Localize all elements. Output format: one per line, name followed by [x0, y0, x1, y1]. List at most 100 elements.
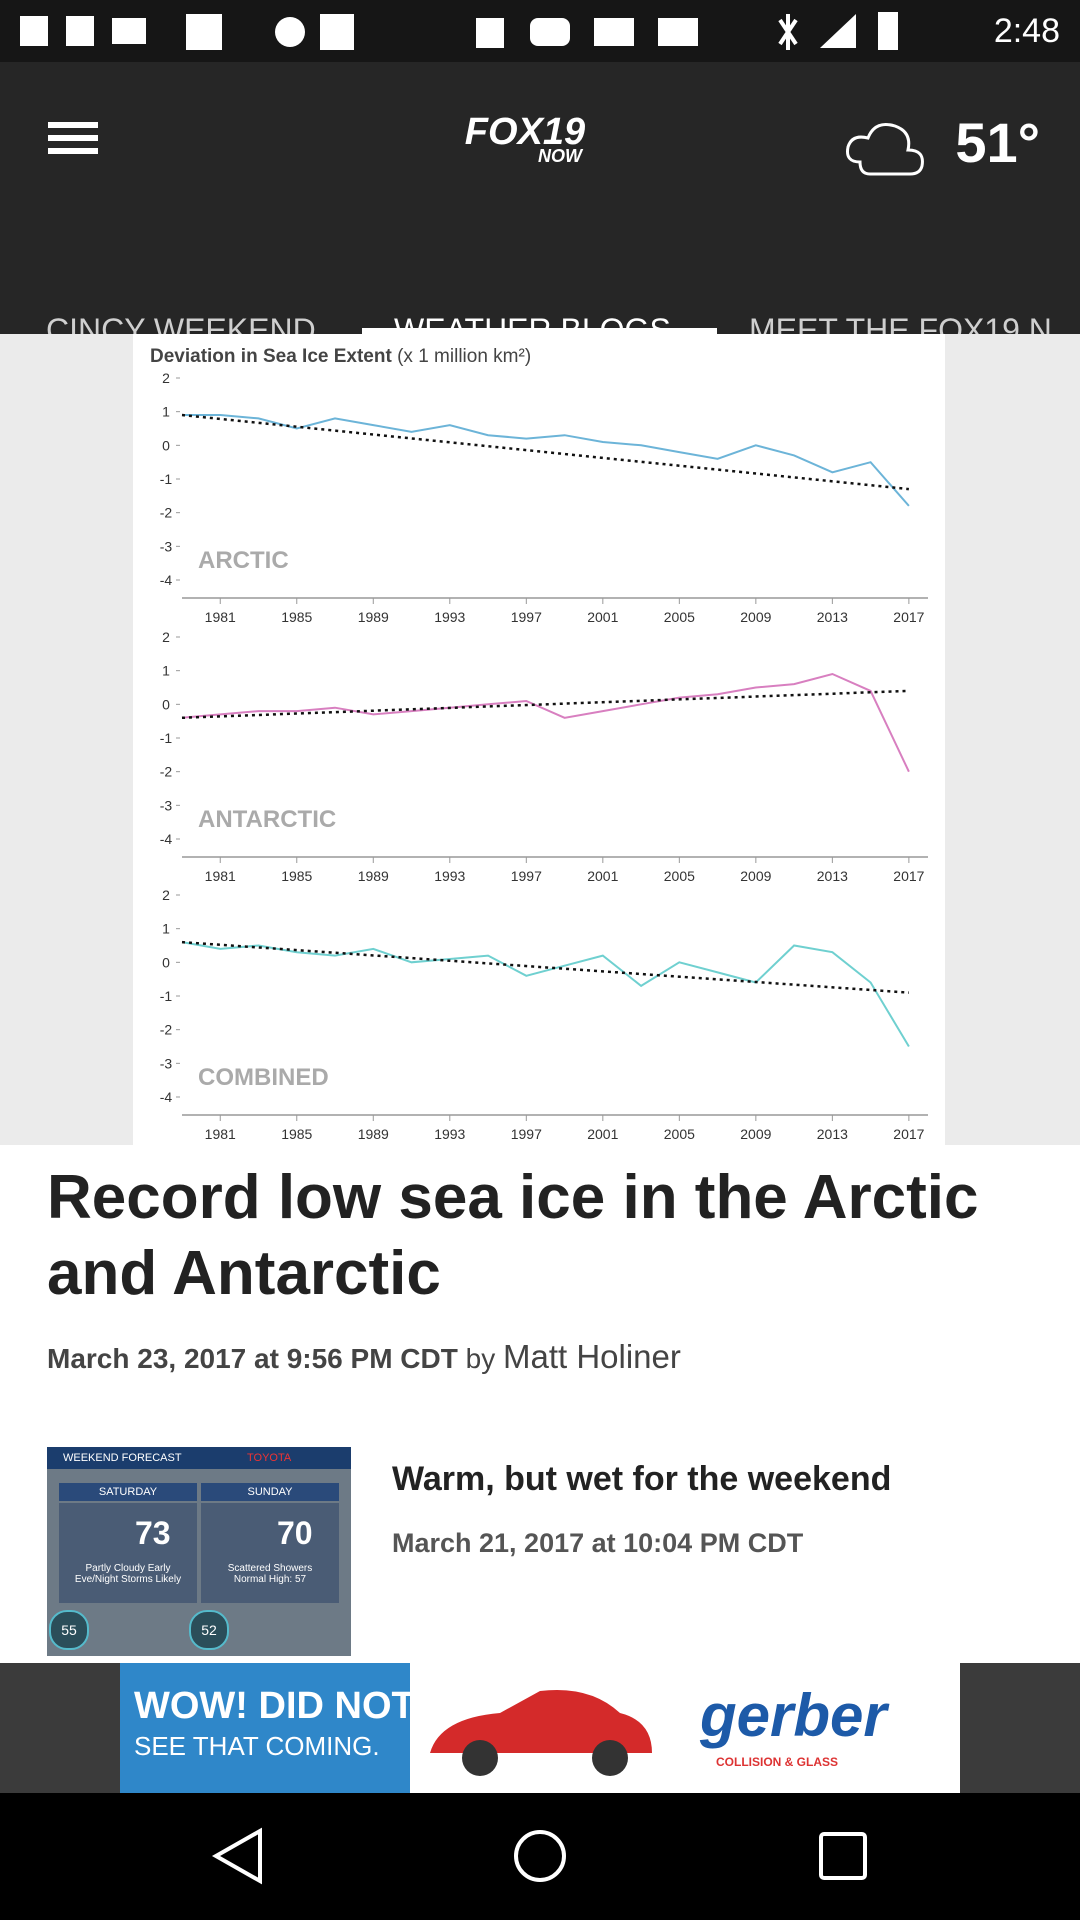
ad-headline: WOW! DID NOT [134, 1685, 415, 1727]
trend-line [181, 940, 909, 994]
x-tick-label: 2013 [817, 1126, 848, 1142]
car-image [430, 1689, 652, 1776]
x-tick-label: 1993 [434, 1126, 465, 1142]
weather-icon [846, 123, 924, 176]
thumb-panel [59, 1503, 197, 1603]
y-tick-label: 0 [162, 437, 170, 453]
recents-button[interactable] [819, 1832, 867, 1880]
thumb-desc-line: Eve/Night Storms Likely [74, 1574, 182, 1585]
battery-icon [878, 12, 898, 50]
x-tick-label: 2013 [817, 609, 848, 625]
x-tick-label: 2001 [587, 868, 618, 884]
ad-headline: SEE THAT COMING. [134, 1731, 380, 1761]
ad-panel [120, 1663, 410, 1793]
menu-bar [48, 148, 98, 154]
x-tick-label: 1985 [281, 609, 312, 625]
toolbar: FOX19 NOW 51° [48, 111, 1040, 176]
car-body [430, 1689, 652, 1753]
thumb-day: SATURDAY [59, 1483, 197, 1501]
chart-background [133, 334, 945, 1145]
navigation-bar [0, 1793, 1080, 1920]
thumb-desc: Scattered Showers Normal High: 57 [203, 1563, 337, 1585]
x-tick-label: 1997 [511, 1126, 542, 1142]
menu-bar [48, 122, 98, 128]
thumb-day: SUNDAY [201, 1483, 339, 1501]
y-tick-label: 1 [162, 663, 170, 679]
y-tick-label: 0 [162, 954, 170, 970]
back-button[interactable] [211, 1827, 262, 1885]
chart-unit: (x 1 million km²) [397, 346, 531, 367]
thumb-panel [201, 1503, 339, 1603]
thumb-low: 55 [49, 1610, 89, 1650]
y-tick-label: -3 [160, 797, 173, 813]
x-tick-label: 1989 [358, 868, 389, 884]
x-tick-label: 2009 [740, 868, 771, 884]
menu-button[interactable] [48, 122, 98, 154]
notification-icon [20, 16, 48, 46]
x-tick-label: 1997 [511, 609, 542, 625]
thumb-sponsor: TOYOTA [247, 1452, 292, 1464]
by: by [465, 1343, 496, 1374]
y-tick-label: -2 [160, 764, 173, 780]
x-tick-label: 2017 [893, 1126, 924, 1142]
x-tick-label: 2005 [664, 609, 695, 625]
related-date: March 21, 2017 at 10:04 PM CDT [392, 1528, 804, 1558]
x-tick-label: 2017 [893, 868, 924, 884]
x-tick-label: 1989 [358, 1126, 389, 1142]
home-button[interactable] [514, 1830, 566, 1882]
trend-line [181, 413, 909, 491]
y-tick-label: -4 [160, 1089, 173, 1105]
y-tick-label: -4 [160, 831, 173, 847]
car-wheel [462, 1740, 498, 1776]
thumb-heading: WEEKEND FORECAST [63, 1452, 182, 1464]
temperature: 51° [955, 111, 1040, 174]
y-tick-label: -3 [160, 1055, 173, 1071]
x-tick-label: 1981 [205, 609, 236, 625]
x-tick-label: 1981 [205, 868, 236, 884]
y-tick-label: 1 [162, 921, 170, 937]
x-tick-label: 1985 [281, 868, 312, 884]
related-title: Warm, but wet for the weekend [392, 1460, 892, 1498]
thumb-desc-line: Scattered Showers [227, 1563, 313, 1574]
article-image: Deviation in Sea Ice Extent (x 1 million… [0, 334, 1080, 1145]
thumb-temp: 70 [277, 1515, 313, 1551]
notification-icon [275, 17, 305, 47]
x-tick-label: 2017 [893, 609, 924, 625]
app-header: FOX19 NOW 51° CINCY WEEKENDWEATHER BLOGS… [0, 62, 1080, 348]
y-tick-label: 2 [162, 887, 170, 903]
byline: March 23, 2017 at 9:56 PM CDT by Matt Ho… [47, 1338, 681, 1376]
y-tick-label: -1 [160, 988, 173, 1004]
x-tick-label: 2001 [587, 609, 618, 625]
signal-icon [820, 14, 856, 48]
notification-icon [186, 14, 222, 50]
x-tick-label: 1981 [205, 1126, 236, 1142]
data-line [181, 672, 910, 773]
y-tick-label: 0 [162, 696, 170, 712]
x-tick-label: 1993 [434, 868, 465, 884]
x-tick-label: 1993 [434, 609, 465, 625]
panel-label: ARCTIC [198, 547, 289, 574]
chart-title: Deviation in Sea Ice Extent (x 1 million… [150, 346, 531, 367]
notification-icon [594, 18, 634, 46]
car-wheel [592, 1740, 628, 1776]
y-tick-label: -1 [160, 471, 173, 487]
thumb-header: WEEKEND FORECAST TOYOTA [47, 1447, 351, 1469]
logo: FOX19 [465, 111, 585, 153]
y-tick-label: 2 [162, 370, 170, 386]
nav-icons [211, 1827, 867, 1885]
article-title: Record low sea ice in the Arctic and Ant… [47, 1163, 979, 1308]
notification-icon [320, 14, 354, 50]
ad-brand: gerber [700, 1682, 887, 1749]
ad-banner[interactable]: WOW! DID NOT SEE THAT COMING. gerber COL… [0, 1663, 1080, 1793]
y-tick-label: -3 [160, 538, 173, 554]
related-article[interactable]: WEEKEND FORECAST TOYOTA SATURDAY SUNDAY 7… [30, 1440, 1050, 1664]
y-tick-label: -2 [160, 505, 173, 521]
x-tick-label: 1985 [281, 1126, 312, 1142]
ad-creative: WOW! DID NOT SEE THAT COMING. gerber COL… [120, 1663, 960, 1793]
notification-icon [530, 18, 570, 46]
x-tick-label: 2001 [587, 1126, 618, 1142]
x-tick-label: 2013 [817, 868, 848, 884]
x-tick-label: 2009 [740, 1126, 771, 1142]
x-tick-label: 2005 [664, 1126, 695, 1142]
